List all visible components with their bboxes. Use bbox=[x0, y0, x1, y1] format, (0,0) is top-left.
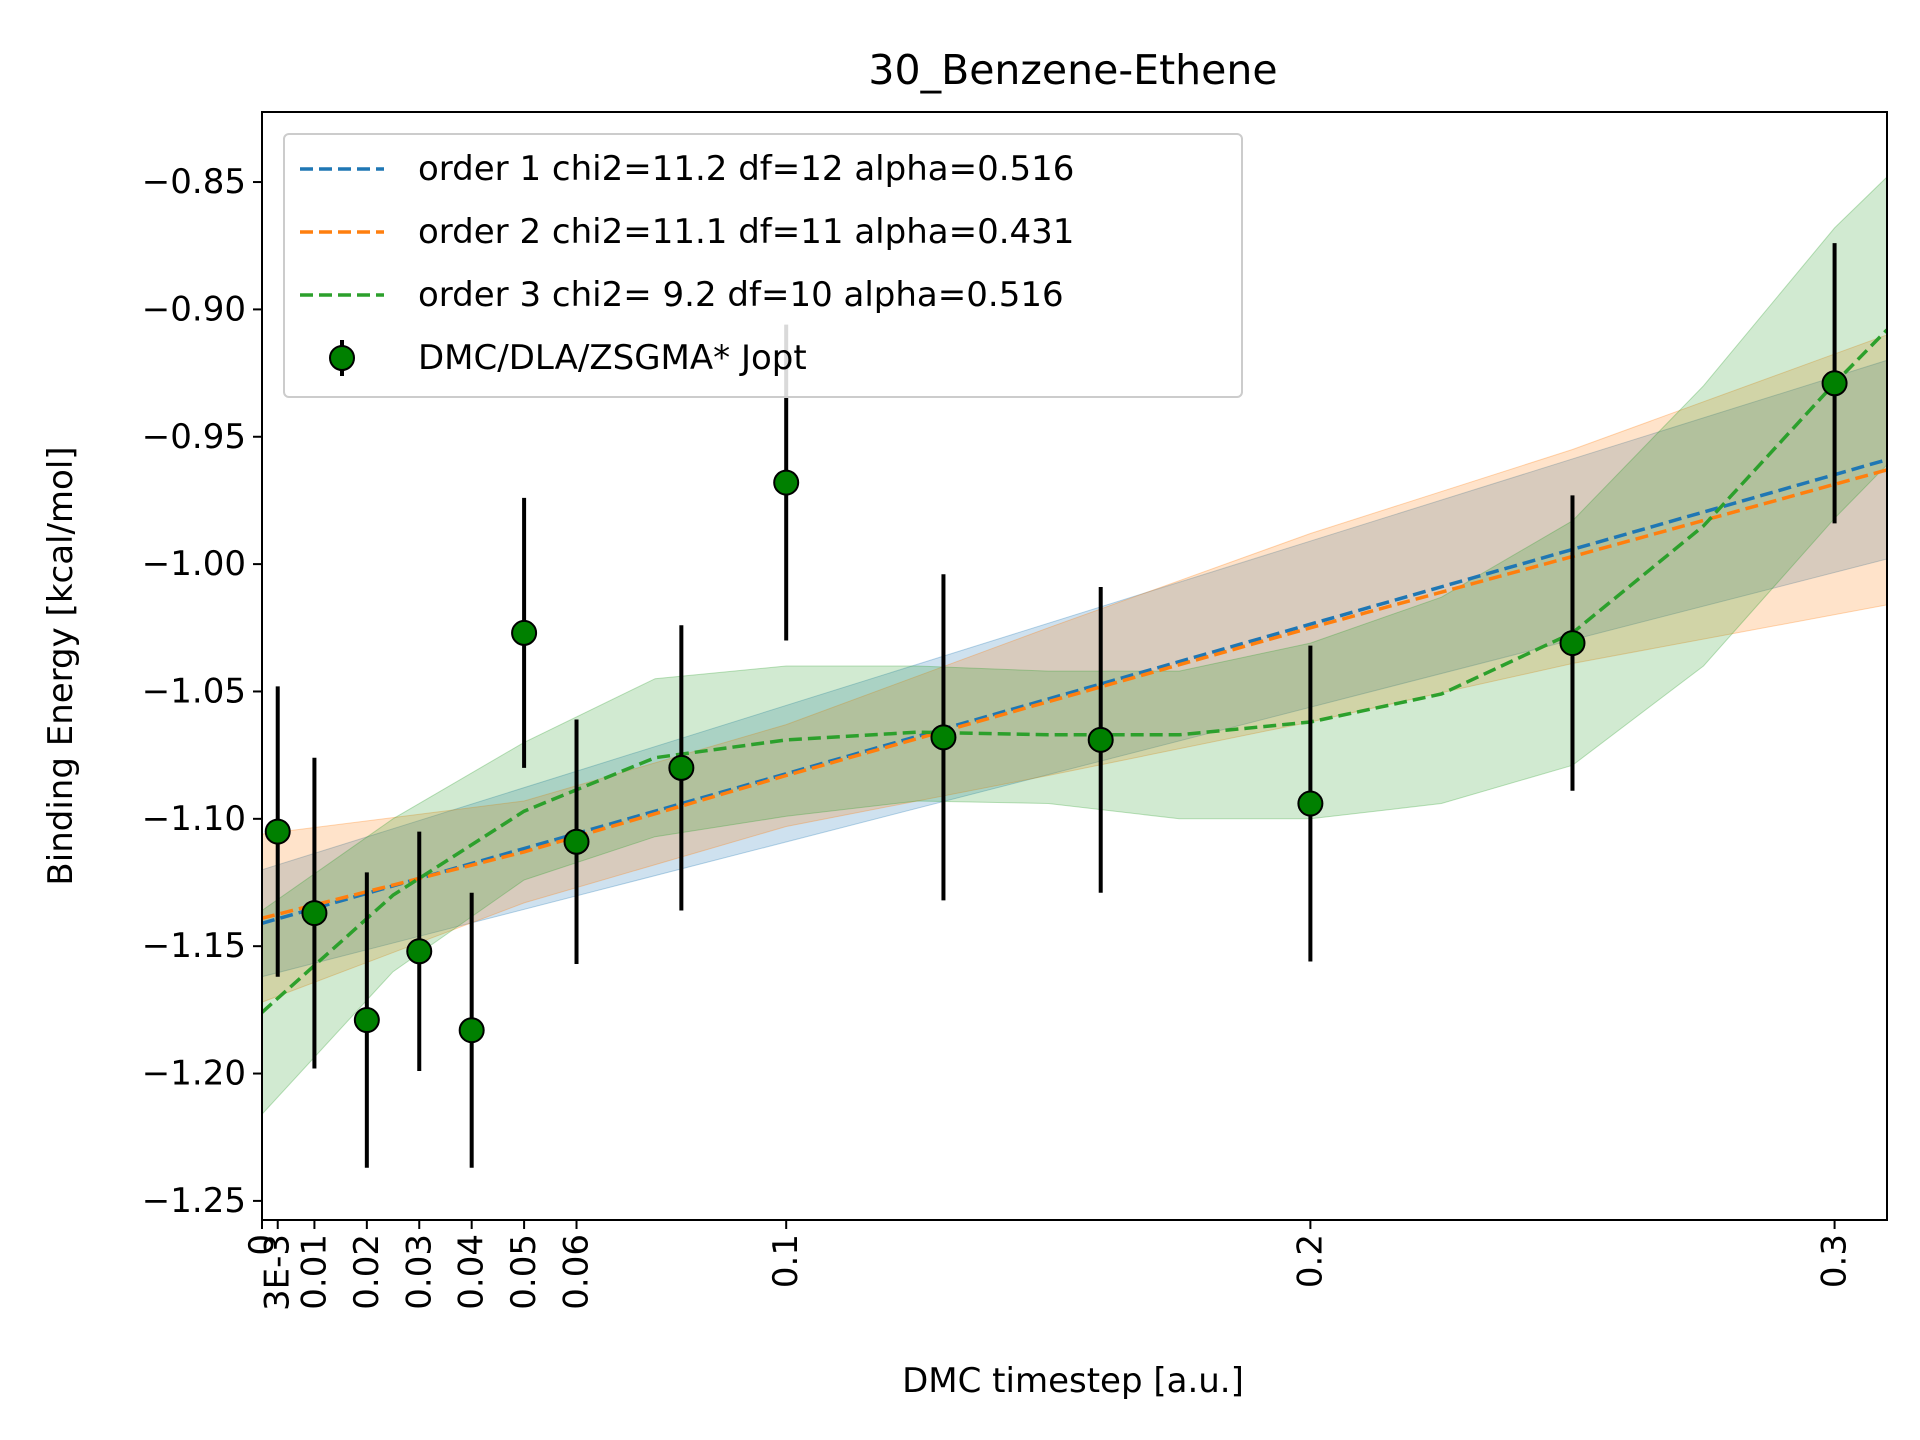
fit-line-order-1 bbox=[262, 458, 1887, 925]
data-points bbox=[264, 243, 1848, 1168]
legend-label: order 3 chi2= 9.2 df=10 alpha=0.516 bbox=[418, 275, 1064, 315]
x-tick-label: 0.01 bbox=[294, 1234, 334, 1310]
point-marker bbox=[264, 818, 291, 845]
data-point bbox=[511, 497, 538, 768]
point-marker bbox=[1297, 790, 1324, 817]
y-axis-title: Binding Energy [kcal/mol] bbox=[41, 446, 81, 885]
x-tick-label: 0.3 bbox=[1815, 1234, 1855, 1288]
y-tick-label: −1.15 bbox=[142, 926, 246, 966]
legend-item: order 3 chi2= 9.2 df=10 alpha=0.516 bbox=[300, 275, 1064, 315]
point-marker bbox=[301, 900, 328, 927]
point-marker bbox=[773, 469, 800, 496]
y-tick-label: −0.95 bbox=[142, 417, 246, 457]
legend-item: order 2 chi2=11.1 df=11 alpha=0.431 bbox=[300, 212, 1074, 252]
data-point bbox=[1297, 645, 1324, 962]
point-marker bbox=[1821, 370, 1848, 397]
fit-line-order-3 bbox=[262, 328, 1887, 1014]
data-point bbox=[301, 757, 328, 1069]
point-marker bbox=[353, 1007, 380, 1034]
legend-label: order 1 chi2=11.2 df=12 alpha=0.516 bbox=[418, 149, 1074, 189]
y-tick-label: −0.85 bbox=[142, 162, 246, 202]
point-marker bbox=[458, 1017, 485, 1044]
plot-frame bbox=[261, 111, 1888, 1221]
y-tick-label: −1.25 bbox=[142, 1181, 246, 1221]
point-marker bbox=[406, 938, 433, 965]
data-point bbox=[1821, 243, 1848, 524]
x-tick-label: 0.05 bbox=[504, 1234, 544, 1310]
data-point bbox=[1559, 495, 1586, 791]
y-tick-label: −0.90 bbox=[142, 289, 246, 329]
y-tick-label: −1.20 bbox=[142, 1054, 246, 1094]
point-marker bbox=[511, 619, 538, 646]
legend-label: DMC/DLA/ZSGMA* Jopt bbox=[418, 338, 807, 378]
point-marker bbox=[1087, 726, 1114, 753]
data-point bbox=[1087, 587, 1114, 893]
legend-label: order 2 chi2=11.1 df=11 alpha=0.431 bbox=[418, 212, 1074, 252]
x-tick-label: 0.02 bbox=[347, 1234, 387, 1310]
x-tick-label: 0.03 bbox=[399, 1234, 439, 1310]
x-tick-label: 3E-3 bbox=[258, 1234, 298, 1311]
legend: order 1 chi2=11.2 df=12 alpha=0.516 order… bbox=[283, 133, 1243, 398]
data-point bbox=[930, 574, 957, 901]
fit-band-order-1 bbox=[262, 359, 1887, 978]
data-point bbox=[563, 719, 590, 965]
data-point bbox=[406, 831, 433, 1071]
legend-frame bbox=[283, 133, 1243, 398]
legend-item: DMC/DLA/ZSGMA* Jopt bbox=[329, 338, 807, 378]
y-tick-label: −1.10 bbox=[142, 799, 246, 839]
x-tick-label: 0.06 bbox=[557, 1234, 597, 1310]
point-marker bbox=[1559, 630, 1586, 657]
x-axis: 03E-30.01 0.02 0.03 0.04 0.05 0.06 0.1 0.2 0.3 bbox=[242, 1220, 1855, 1311]
x-tick-label: 0.2 bbox=[1290, 1234, 1330, 1288]
legend-marker bbox=[329, 345, 355, 371]
point-marker bbox=[668, 754, 695, 781]
x-tick-label: 0.04 bbox=[452, 1234, 492, 1310]
chart-title: 30_Benzene-Ethene bbox=[868, 46, 1277, 94]
point-marker bbox=[930, 724, 957, 751]
data-point bbox=[668, 625, 695, 911]
fit-band-order-2 bbox=[262, 334, 1887, 1003]
x-tick-label: 0 bbox=[242, 1234, 282, 1256]
y-axis: −1.25 −1.20 −1.15 −1.10 −1.05 −1.00 −0.95 −0.90… bbox=[142, 162, 262, 1221]
x-axis-title: DMC timestep [a.u.] bbox=[902, 1361, 1244, 1401]
y-tick-label: −1.00 bbox=[142, 544, 246, 584]
data-point bbox=[458, 892, 485, 1168]
x-tick-label: 0.1 bbox=[766, 1234, 806, 1288]
point-marker bbox=[563, 828, 590, 855]
legend-item: order 1 chi2=11.2 df=12 alpha=0.516 bbox=[300, 149, 1074, 189]
y-tick-label: −1.05 bbox=[142, 671, 246, 711]
data-point bbox=[264, 686, 291, 977]
data-point bbox=[353, 872, 380, 1168]
